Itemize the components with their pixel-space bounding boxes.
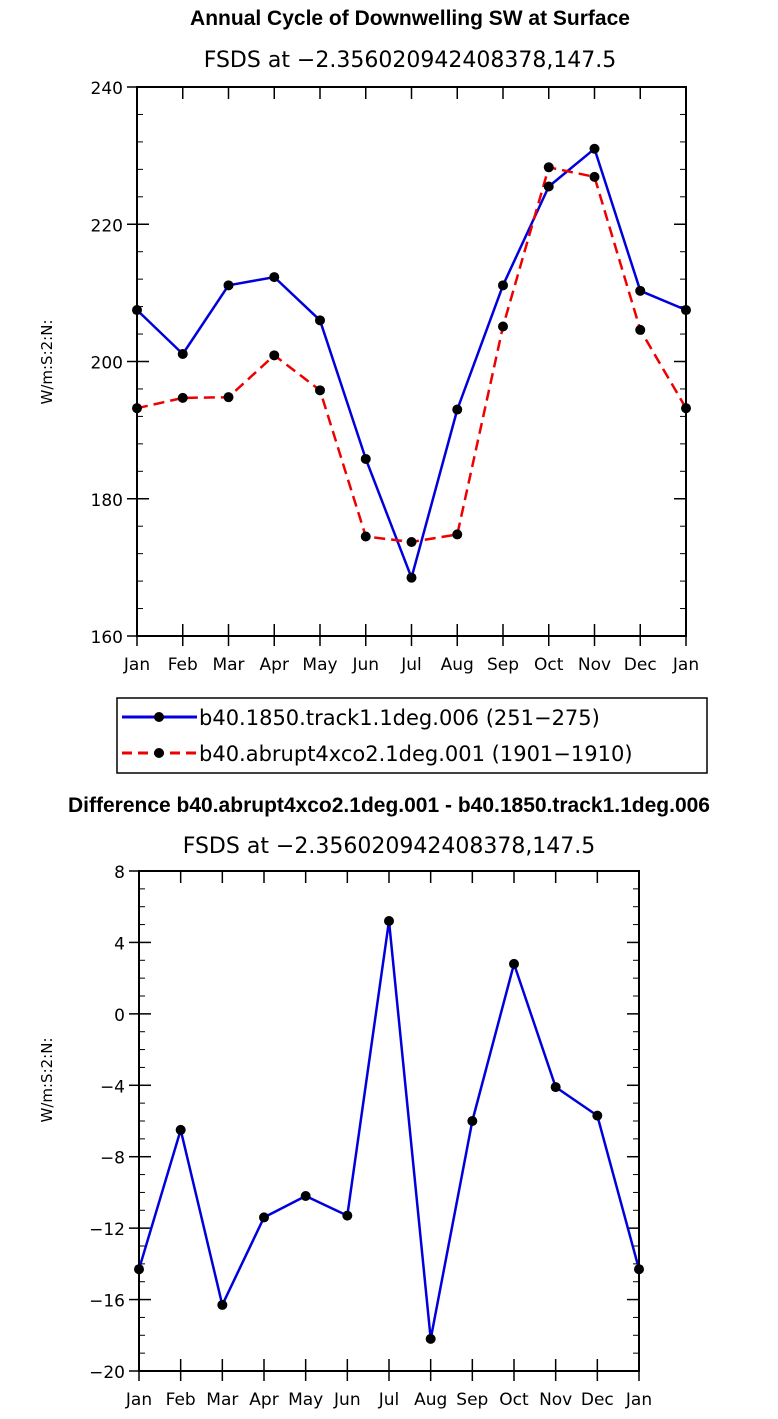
- chart-top-y-tick-label-1: 180: [91, 491, 123, 511]
- legend-box: [116, 697, 708, 774]
- chart-top-series-1-point-3: [269, 272, 280, 283]
- chart-bottom-series-1-point-9: [509, 958, 519, 969]
- chart-top-series-line-2: [136, 166, 688, 544]
- chart-top-series-1-point-2: [223, 280, 234, 291]
- chart-bottom-subtitle: FSDS at −2.356020942408378,147.5: [183, 834, 596, 859]
- chart-top-legend: b40.1850.track1.1deg.006 (251−275) b40.a…: [116, 697, 708, 774]
- chart-top-series-2-point-10: [589, 171, 600, 182]
- legend-marker-series-2: [154, 748, 164, 758]
- chart-top-series-1-point-1: [177, 348, 188, 359]
- chart-top-series-2-point-6: [406, 536, 417, 547]
- legend-label-series-2: b40.abrupt4xco2.1deg.001 (1901−1910): [199, 742, 633, 766]
- chart-top-series-2-point-1: [177, 392, 188, 403]
- chart-top-x-tick-label-1: Feb: [168, 655, 198, 675]
- chart-top-y-tick-label-2: 200: [91, 354, 123, 374]
- chart-top-series-1-point-10: [589, 143, 600, 154]
- chart-top-series-2-point-7: [452, 529, 463, 540]
- chart-top-series-1-point-9: [543, 181, 554, 192]
- chart-bottom-series-1-point-10: [550, 1082, 561, 1093]
- chart-top-y-tick-label-3: 220: [91, 216, 123, 236]
- chart-top-x-tick-label-8: Sep: [487, 655, 519, 675]
- chart-bottom-x-tick-label-10: Nov: [539, 1390, 572, 1410]
- chart-bottom-y-tick-label-2: −12: [89, 1220, 125, 1240]
- chart-bottom-series-1-point-3: [259, 1212, 269, 1223]
- chart-top-y-tick-labels: 160 180 200 220 240: [91, 79, 123, 648]
- chart-top-series-2-point-2: [223, 392, 234, 403]
- chart-bottom-series-1-point-6: [384, 916, 394, 926]
- chart-bottom-series-1-point-1: [175, 1124, 186, 1135]
- chart-bottom-y-tick-label-3: −8: [100, 1149, 125, 1169]
- chart-bottom-x-tick-label-11: Dec: [581, 1390, 614, 1410]
- chart-top-x-tick-labels: Jan Feb Mar Apr May Jun Jul Aug Sep Oct Nov Dec Jan: [123, 655, 699, 675]
- chart-top-title: Annual Cycle of Downwelling SW at Surfac…: [190, 7, 630, 30]
- chart-top-x-tick-label-3: Apr: [260, 655, 289, 675]
- chart-top: Annual Cycle of Downwelling SW at Surfac…: [38, 7, 708, 774]
- chart-top-y-tick-label-4: 240: [91, 79, 123, 99]
- chart-top-y-tick-label-0: 160: [91, 628, 123, 648]
- chart-top-x-tick-label-10: Nov: [578, 655, 611, 675]
- chart-bottom-x-tick-label-12: Jan: [625, 1390, 652, 1410]
- chart-bottom: Difference b40.abrupt4xco2.1deg.001 - b4…: [38, 794, 710, 1410]
- chart-bottom-x-tick-label-4: May: [288, 1390, 323, 1410]
- chart-bottom-series-1-point-11: [592, 1110, 603, 1121]
- chart-top-y-axis-label: W/m:S:2:N:: [38, 320, 56, 405]
- chart-top-x-tick-label-12: Jan: [672, 655, 699, 675]
- chart-bottom-x-tick-label-3: Apr: [249, 1390, 278, 1410]
- chart-top-series-line-1: [136, 147, 687, 579]
- chart-top-plot-frame: [136, 86, 687, 637]
- chart-top-series-1-point-4: [315, 315, 325, 326]
- chart-top-x-tick-label-2: Mar: [212, 655, 244, 675]
- chart-top-series-2-point-4: [315, 385, 325, 396]
- chart-bottom-y-tick-label-5: 0: [114, 1006, 125, 1026]
- chart-bottom-x-tick-labels: Jan Feb Mar Apr May Jun Jul Aug Sep Oct Nov Dec Jan: [125, 1390, 652, 1410]
- legend-marker-series-1: [154, 712, 164, 722]
- legend-label-series-1: b40.1850.track1.1deg.006 (251−275): [199, 706, 600, 730]
- chart-bottom-y-axis-label: W/m:S:2:N:: [38, 1038, 56, 1123]
- chart-bottom-x-tick-label-8: Sep: [456, 1390, 488, 1410]
- chart-top-x-tick-label-0: Jan: [123, 655, 150, 675]
- chart-top-series: [132, 143, 691, 583]
- chart-top-subtitle: FSDS at −2.356020942408378,147.5: [204, 48, 617, 73]
- chart-bottom-series-1-point-8: [467, 1116, 478, 1126]
- chart-top-x-tick-label-4: May: [302, 655, 337, 675]
- chart-bottom-y-tick-label-4: −4: [100, 1077, 125, 1097]
- chart-bottom-x-tick-label-2: Mar: [206, 1390, 238, 1410]
- chart-bottom-y-tick-label-0: −20: [89, 1363, 125, 1383]
- chart-top-x-tick-label-7: Aug: [441, 655, 474, 675]
- chart-top-x-tick-label-6: Jul: [400, 655, 422, 675]
- chart-top-series-2-point-5: [360, 531, 371, 542]
- chart-bottom-x-tick-label-5: Jun: [333, 1390, 361, 1410]
- chart-top-series-2-point-3: [269, 350, 280, 361]
- chart-top-x-tick-label-9: Oct: [534, 655, 564, 675]
- chart-bottom-x-tick-label-1: Feb: [166, 1390, 196, 1410]
- chart-bottom-x-tick-label-7: Aug: [414, 1390, 447, 1410]
- chart-top-series-2-point-11: [635, 324, 646, 335]
- chart-bottom-x-tick-label-9: Oct: [499, 1390, 529, 1410]
- chart-bottom-series-1-point-7: [425, 1333, 436, 1344]
- chart-bottom-y-tick-label-1: −16: [89, 1292, 125, 1312]
- chart-top-x-tick-label-11: Dec: [624, 655, 657, 675]
- chart-bottom-y-tick-label-6: 4: [114, 934, 125, 954]
- chart-bottom-x-tick-label-0: Jan: [125, 1390, 152, 1410]
- chart-top-series-1-point-11: [635, 285, 646, 296]
- chart-top-series-2-point-8: [498, 321, 508, 332]
- chart-bottom-y-tick-label-7: 8: [114, 863, 125, 883]
- chart-top-series-1-point-7: [452, 404, 463, 415]
- chart-top-series-1-point-8: [498, 280, 508, 291]
- chart-bottom-series-1-point-4: [300, 1191, 311, 1201]
- chart-top-x-tick-label-5: Jun: [351, 655, 379, 675]
- chart-bottom-title: Difference b40.abrupt4xco2.1deg.001 - b4…: [68, 794, 710, 817]
- chart-bottom-series: [134, 916, 644, 1344]
- chart-bottom-y-tick-labels: −20 −16 −12 −8 −4 0 4 8: [89, 863, 125, 1383]
- chart-top-series-1-point-6: [406, 572, 417, 583]
- chart-top-series-2-point-9: [543, 162, 554, 173]
- chart-bottom-series-line-1: [137, 919, 641, 1341]
- chart-top-series-1-point-5: [360, 453, 371, 464]
- chart-bottom-series-1-point-2: [217, 1299, 228, 1310]
- chart-bottom-plot-frame: [138, 870, 640, 1372]
- chart-bottom-x-tick-label-6: Jul: [378, 1390, 400, 1410]
- chart-bottom-series-1-point-5: [342, 1210, 353, 1221]
